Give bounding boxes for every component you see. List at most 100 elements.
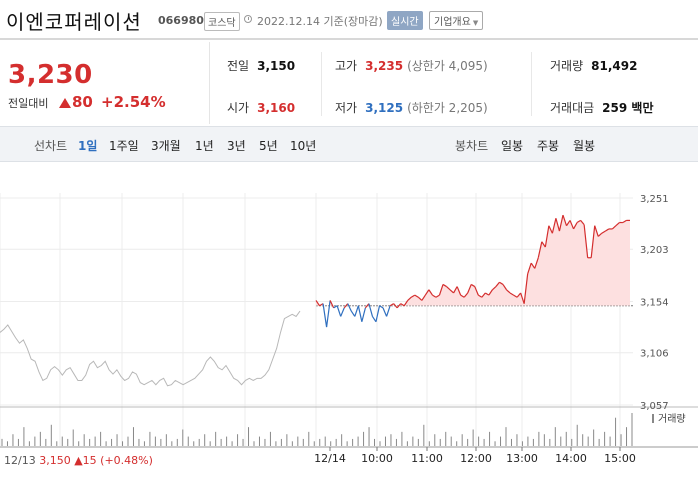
price-line-up-segment	[551, 218, 557, 234]
price-line-up-segment	[470, 283, 476, 288]
candle-chart-label: 봉차트	[455, 139, 489, 153]
price-line-up-segment	[446, 286, 451, 291]
price-line-up-segment	[590, 225, 596, 258]
chart-period-tabs: 선차트 1일 1주일 3개월 1년 3년 5년 10년 봉차트 일봉 주봉 월봉	[0, 126, 698, 162]
tab-weekly[interactable]: 주봉	[537, 139, 560, 153]
price-line-up-segment	[558, 214, 564, 232]
company-overview-dropdown[interactable]: 기업개요 ▼	[429, 11, 484, 30]
price-line-up-segment	[393, 303, 398, 309]
price-line-up-segment	[597, 232, 603, 237]
date-text: 2022.12.14 기준(장마감)	[257, 15, 383, 28]
price-line-up-segment	[594, 225, 599, 237]
y-tick-label: 3,057	[640, 401, 669, 412]
x-tick-label: 14:00	[555, 452, 587, 465]
price-line-up-segment	[396, 303, 402, 309]
price-line-up-segment	[438, 284, 444, 296]
price-line-down-segment	[347, 303, 352, 312]
price-line-up-segment	[530, 262, 536, 269]
price-line-down-segment	[361, 307, 366, 322]
market-badge: 코스닥	[204, 12, 240, 31]
tab-3m[interactable]: 3개월	[151, 139, 181, 153]
price-line-up-segment	[562, 214, 568, 226]
stats-panel: 전일 3,150 고가 3,235 (상한가 4,095) 거래량 81,492 시가 3…	[211, 42, 698, 124]
stat-open: 시가 3,160	[227, 99, 295, 116]
price-line-down-segment	[322, 303, 328, 328]
stat-value: 3,160	[257, 101, 296, 115]
clock-icon	[244, 15, 252, 23]
price-line-up-segment	[343, 303, 349, 309]
tab-3y[interactable]: 3년	[227, 139, 246, 153]
prev-day-date: 12/13	[4, 454, 36, 467]
price-line-up-segment	[407, 296, 412, 301]
up-area-fill	[316, 215, 630, 306]
stat-value: 259 백만	[602, 101, 654, 115]
company-name: 이엔코퍼레이션	[6, 10, 142, 34]
stat-high: 고가 3,235 (상한가 4,095)	[335, 57, 488, 74]
price-line-up-segment	[583, 224, 589, 258]
price-line-up-segment	[432, 294, 437, 298]
price-panel: 3,230 전일대비 80 +2.54%	[0, 42, 210, 124]
tab-monthly[interactable]: 월봉	[573, 139, 596, 153]
change-value: 80	[72, 93, 93, 111]
x-tick-label: 12:00	[460, 452, 492, 465]
price-line-down-segment	[350, 310, 356, 317]
stat-value: 3,150	[257, 59, 296, 73]
volume-legend-label: 거래량	[658, 413, 686, 425]
price-line-down-segment	[357, 305, 363, 322]
stat-value: 3,235	[365, 59, 404, 73]
tab-1d[interactable]: 1일	[78, 139, 98, 153]
price-line-down-segment	[371, 316, 377, 323]
change-percent: +2.54%	[101, 93, 166, 111]
price-line-down-segment	[379, 305, 384, 309]
price-line-up-segment	[499, 281, 504, 285]
price-line-up-segment	[565, 220, 571, 227]
tab-10y[interactable]: 10년	[290, 139, 317, 153]
price-line-up-segment	[523, 273, 529, 304]
y-tick-label: 3,203	[640, 245, 669, 256]
tab-1y[interactable]: 1년	[195, 139, 214, 153]
price-line-up-segment	[460, 294, 465, 298]
price-line-up-segment	[414, 294, 419, 298]
tab-daily[interactable]: 일봉	[501, 139, 524, 153]
price-line-up-segment	[576, 219, 581, 224]
y-tick-label: 3,251	[640, 194, 669, 205]
prev-day-pct: (+0.48%)	[100, 454, 153, 467]
price-line-up-segment	[488, 289, 493, 296]
price-line-up-segment	[421, 294, 426, 301]
stat-amount: 거래대금 259 백만	[550, 99, 653, 116]
line-chart-label: 선차트	[34, 139, 68, 153]
stat-low: 저가 3,125 (하한가 2,205)	[335, 99, 488, 116]
price-line-down-segment	[368, 303, 374, 317]
price-line-down-segment	[325, 300, 331, 328]
price-line-up-segment	[580, 220, 585, 226]
tab-5y[interactable]: 5년	[259, 139, 278, 153]
price-line-up-segment	[548, 225, 553, 234]
price-line-up-segment	[389, 303, 394, 307]
intraday-chart[interactable]: 3,251 3,203 3,154 3,106 3,057 거래량 12/14 10:00 11…	[0, 163, 698, 480]
price-line-up-segment	[541, 241, 546, 248]
stat-label: 전일	[227, 59, 250, 73]
prev-day-price: 3,150	[39, 454, 71, 467]
current-price: 3,230	[8, 60, 93, 90]
price-line-up-segment	[456, 286, 462, 296]
price-line-up-segment	[467, 284, 472, 294]
y-tick-label: 3,154	[640, 298, 669, 309]
price-line-up-segment	[622, 219, 627, 224]
tab-1w[interactable]: 1주일	[109, 139, 139, 153]
price-line-up-segment	[403, 300, 409, 307]
stat-label: 고가	[335, 59, 358, 73]
price-line-up-segment	[442, 283, 447, 288]
stat-volume: 거래량 81,492	[550, 57, 637, 74]
divider	[531, 52, 532, 116]
price-line-up-segment	[615, 222, 620, 227]
x-tick-label: 13:00	[506, 452, 538, 465]
price-line-up-segment	[329, 300, 335, 309]
price-line-up-segment	[611, 225, 617, 230]
price-line-down-segment	[375, 305, 381, 322]
price-line-up-segment	[417, 296, 423, 301]
realtime-button[interactable]: 실시간	[387, 11, 423, 30]
stat-prev-close: 전일 3,150	[227, 57, 295, 74]
stat-label: 거래대금	[550, 101, 595, 115]
price-line-up-segment	[604, 228, 610, 232]
